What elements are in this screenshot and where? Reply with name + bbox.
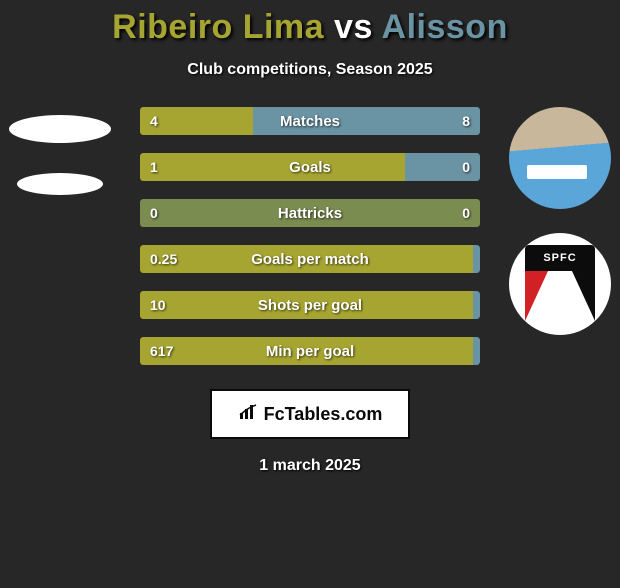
stat-bar-left: [140, 291, 473, 319]
stat-bar-left: [140, 337, 473, 365]
player1-avatar-placeholder: [9, 115, 111, 143]
player1-club-placeholder: [17, 173, 103, 195]
stat-bar-right: [310, 199, 480, 227]
player1-column: [0, 107, 120, 195]
player2-column: cemil SPFC: [500, 107, 620, 335]
stat-bar-row: Goals per match0.25: [140, 245, 480, 273]
date-text: 1 march 2025: [0, 457, 620, 475]
stat-bar-row: Hattricks00: [140, 199, 480, 227]
content-area: cemil SPFC Matches48 Goals10 Hattricks00 Go…: [0, 107, 620, 365]
stat-bar-row: Matches48: [140, 107, 480, 135]
spfc-shield-icon: SPFC: [525, 245, 595, 323]
stat-bar-right: [253, 107, 480, 135]
stat-bar-left: [140, 245, 473, 273]
stat-bar-right: [473, 337, 480, 365]
footer-brand-text: FcTables.com: [264, 404, 383, 425]
title-vs: vs: [334, 8, 373, 46]
title-player1: Ribeiro Lima: [112, 8, 324, 46]
spfc-badge-text: SPFC: [525, 245, 595, 271]
stat-bar-left: [140, 107, 253, 135]
stat-bar-right: [473, 245, 480, 273]
footer-brand-badge: FcTables.com: [210, 389, 410, 439]
subtitle: Club competitions, Season 2025: [0, 61, 620, 79]
stat-bar-left: [140, 199, 310, 227]
comparison-title: Ribeiro Lima vs Alisson: [0, 8, 620, 47]
stat-bars-container: Matches48 Goals10 Hattricks00 Goals per mat…: [140, 107, 480, 365]
player2-avatar: cemil: [509, 107, 611, 209]
stat-bar-row: Min per goal617: [140, 337, 480, 365]
player2-club-badge: SPFC: [509, 233, 611, 335]
stat-bar-right: [473, 291, 480, 319]
jersey-sponsor-text: cemil: [531, 167, 554, 177]
stat-bar-row: Shots per goal10: [140, 291, 480, 319]
stat-bar-right: [405, 153, 480, 181]
title-player2: Alisson: [382, 8, 508, 46]
chart-icon: [238, 403, 258, 426]
stat-bar-left: [140, 153, 405, 181]
stat-bar-row: Goals10: [140, 153, 480, 181]
